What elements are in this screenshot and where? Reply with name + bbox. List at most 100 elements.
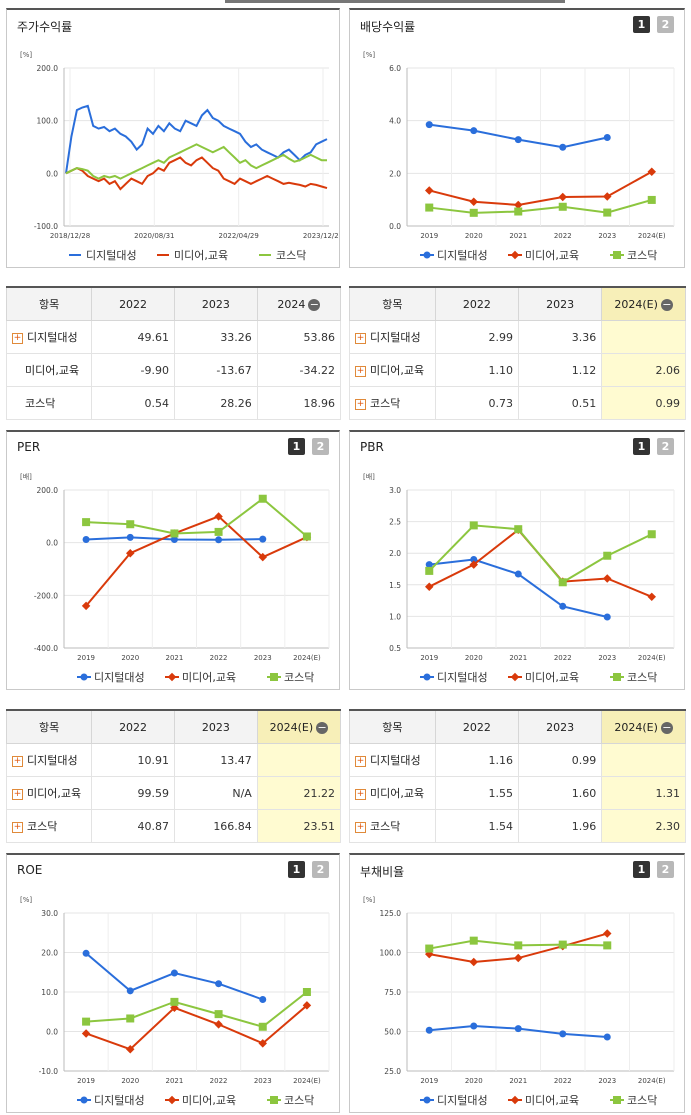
expand-row-icon[interactable]: + [12,821,23,833]
panel-title: 부채비율 [360,865,405,879]
value-cell: 1.96 [517,809,603,843]
data-point [126,548,135,558]
legend: 디지털대성 미디어,교육 코스닥 [77,1094,314,1107]
expand-row-icon[interactable]: + [355,332,366,344]
legend-label-digital: 디지털대성 [94,1094,145,1107]
y-tick-label: 25.0 [384,1067,401,1076]
view-2-button[interactable]: 2 [312,438,329,455]
data-point [126,1014,135,1023]
view-2-button[interactable]: 2 [657,861,674,878]
data-point [647,195,656,204]
row-name: 코스닥 [27,820,58,833]
data-point [469,208,478,217]
legend-marker-media [167,672,177,682]
data-point [647,592,656,602]
value-cell: 2.06 [601,353,686,387]
data-point [425,1026,433,1034]
y-tick-label: 3.0 [389,486,401,495]
column-header-year: 2022 [91,286,175,321]
table-row: 미디어,교육 -9.90 -13.67 -34.22 [5,353,341,387]
row-name: 미디어,교육 [27,787,82,800]
view-1-button[interactable]: 1 [633,861,650,878]
legend-marker-media [510,672,520,682]
column-header-item: 항목 [349,709,436,744]
expand-row-icon[interactable]: + [12,788,23,800]
y-tick-label: 200.0 [37,64,59,73]
view-1-button[interactable]: 1 [633,16,650,33]
collapse-column-icon[interactable]: − [316,720,329,734]
value-cell: 0.54 [91,386,175,420]
y-tick-label: -100.0 [34,222,58,231]
legend: 디지털대성 미디어,교육 코스닥 [420,249,657,262]
row-name-cell: + 코스닥 [5,809,93,843]
legend-label-media: 미디어,교육 [525,671,579,684]
value-cell: 1.54 [434,809,519,843]
x-tick-label: 2020/08/31 [134,232,174,240]
legend-label-kosdaq: 코스닥 [627,1094,657,1107]
series-line-kosdaq [86,991,308,1028]
expand-row-icon[interactable]: + [355,398,366,410]
row-name: 디지털대성 [27,754,78,767]
legend-label-kosdaq: 코스닥 [284,671,314,684]
x-tick-label: 2021 [509,232,527,240]
collapse-column-icon[interactable]: − [660,297,673,311]
y-tick-label: 2.0 [389,169,401,178]
y-tick-label: 0.0 [46,1028,58,1037]
view-1-button[interactable]: 1 [288,438,305,455]
row-name-cell: + 코스닥 [349,809,436,843]
table-row: 코스닥 0.54 28.26 18.96 [5,386,341,420]
column-header-year: 2022 [91,709,175,744]
row-name-cell: + 디지털대성 [5,743,93,777]
view-1-button[interactable]: 1 [288,861,305,878]
data-point [514,941,523,950]
view-2-button[interactable]: 2 [657,438,674,455]
legend-marker-media [510,250,520,260]
value-cell: 99.59 [91,776,175,810]
expand-row-icon[interactable]: + [355,788,366,800]
expand-row-icon[interactable]: + [12,332,23,344]
value-cell: 40.87 [91,809,175,843]
data-point [215,536,223,544]
value-cell: 1.55 [434,776,519,810]
collapse-column-icon[interactable]: − [660,720,673,734]
unit-label: [%] [20,896,32,904]
column-header-year: 2023 [173,709,258,744]
data-point [514,207,523,216]
y-tick-label: 125.0 [380,909,402,918]
x-tick-label: 2023 [598,1077,616,1085]
data-point [558,578,567,587]
data-point [603,208,612,217]
data-point [469,936,478,945]
x-tick-label: 2020 [121,1077,139,1085]
expand-row-icon[interactable]: + [355,365,366,377]
expand-row-icon[interactable]: + [12,755,23,767]
column-header-year: 2024(E) − [601,709,686,744]
legend-label-digital: 디지털대성 [437,671,488,684]
data-point [603,613,611,621]
data-point [514,953,523,963]
x-tick-label: 2023 [254,654,272,662]
x-tick-label: 2022 [554,232,572,240]
legend-marker-media [510,1095,520,1105]
view-1-button[interactable]: 1 [633,438,650,455]
data-point [302,532,311,541]
unit-label: [%] [20,51,32,59]
header-label: 2024(E) [269,720,314,734]
column-header-item: 항목 [5,709,93,744]
data-point [259,996,267,1004]
legend-label-media: 미디어,교육 [525,249,579,262]
legend-marker-kosdaq [613,1096,621,1104]
legend-label-kosdaq: 코스닥 [284,1094,314,1107]
view-2-button[interactable]: 2 [657,16,674,33]
y-tick-label: 50.0 [384,1028,401,1037]
y-tick-label: -200.0 [34,591,58,600]
value-cell [601,743,686,777]
collapse-column-icon[interactable]: − [308,297,321,311]
table-header-row: 항목 2022 2023 2024(E) − [349,286,686,321]
legend-marker-media [167,1095,177,1105]
view-2-button[interactable]: 2 [312,861,329,878]
value-cell [601,320,686,354]
expand-row-icon[interactable]: + [355,821,366,833]
expand-row-icon[interactable]: + [355,755,366,767]
x-tick-label: 2022 [554,1077,572,1085]
